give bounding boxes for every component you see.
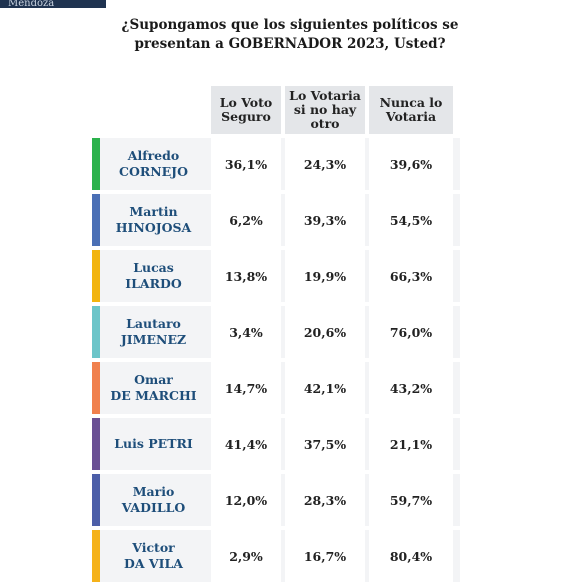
table-row: Alfredo CORNEJO 36,1% 24,3% 39,6% xyxy=(92,138,460,190)
brand-tab: Mendoza xyxy=(0,0,106,8)
brand-label: Mendoza xyxy=(8,0,55,8)
question-title: ¿Supongamos que los siguientes políticos… xyxy=(110,16,470,54)
candidate-name-line: Mario xyxy=(132,484,175,499)
question-line-2: presentan a GOBERNADOR 2023, Usted? xyxy=(134,36,446,52)
value-cell: 14,7% xyxy=(211,362,281,414)
column-header-line: Votaria xyxy=(385,109,437,124)
candidate-name-line: HINOJOSA xyxy=(115,220,192,235)
value-cell: 2,9% xyxy=(211,530,281,582)
value-cell: 21,1% xyxy=(369,418,453,470)
candidate-color-bar xyxy=(92,306,100,358)
value-cell: 3,4% xyxy=(211,306,281,358)
value-cell: 39,6% xyxy=(369,138,453,190)
header-spacer xyxy=(92,86,207,134)
value-cell: 6,2% xyxy=(211,194,281,246)
candidate-name-line: DA VILA xyxy=(124,556,183,571)
question-line-1: ¿Supongamos que los siguientes políticos… xyxy=(121,17,459,33)
column-header-line: otro xyxy=(310,116,340,131)
value-cell: 20,6% xyxy=(285,306,365,358)
candidate-color-bar xyxy=(92,362,100,414)
candidate-color-bar xyxy=(92,418,100,470)
value-cell: 41,4% xyxy=(211,418,281,470)
candidate-color-bar xyxy=(92,530,100,582)
candidate-name-line: Victor xyxy=(132,540,175,555)
candidate-name: Lucas ILARDO xyxy=(100,250,207,302)
candidate-name-line: Lucas xyxy=(133,260,174,275)
value-cell: 39,3% xyxy=(285,194,365,246)
poll-table: Lo Voto Seguro Lo Votaria si no hay otro Nunc… xyxy=(92,86,460,582)
value-cell: 12,0% xyxy=(211,474,281,526)
candidate-name: Omar DE MARCHI xyxy=(100,362,207,414)
table-row: Luis PETRI 41,4% 37,5% 21,1% xyxy=(92,418,460,470)
table-row: Lucas ILARDO 13,8% 19,9% 66,3% xyxy=(92,250,460,302)
column-header: Lo Votaria si no hay otro xyxy=(285,86,365,134)
candidate-name-line: Omar xyxy=(134,372,173,387)
value-cell: 16,7% xyxy=(285,530,365,582)
value-cell: 24,3% xyxy=(285,138,365,190)
candidate-name-line: Martin xyxy=(129,204,178,219)
candidate-color-bar xyxy=(92,250,100,302)
candidate-name-line: JIMENEZ xyxy=(120,332,187,347)
value-cell: 76,0% xyxy=(369,306,453,358)
value-cell: 37,5% xyxy=(285,418,365,470)
candidate-color-bar xyxy=(92,194,100,246)
candidate-color-bar xyxy=(92,474,100,526)
table-row: Mario VADILLO 12,0% 28,3% 59,7% xyxy=(92,474,460,526)
candidate-name-line: DE MARCHI xyxy=(110,388,197,403)
candidate-name-line: Luis PETRI xyxy=(114,436,193,451)
table-row: Victor DA VILA 2,9% 16,7% 80,4% xyxy=(92,530,460,582)
candidate-name-line: ILARDO xyxy=(125,276,182,291)
value-cell: 19,9% xyxy=(285,250,365,302)
candidate-name: Martin HINOJOSA xyxy=(100,194,207,246)
column-header-line: Lo Votaria xyxy=(289,88,361,103)
value-cell: 80,4% xyxy=(369,530,453,582)
candidate-name: Alfredo CORNEJO xyxy=(100,138,207,190)
candidate-name: Victor DA VILA xyxy=(100,530,207,582)
column-header: Lo Voto Seguro xyxy=(211,86,281,134)
value-cell: 59,7% xyxy=(369,474,453,526)
candidate-name: Luis PETRI xyxy=(100,418,207,470)
value-cell: 54,5% xyxy=(369,194,453,246)
candidate-name-line: CORNEJO xyxy=(119,164,188,179)
candidate-name: Mario VADILLO xyxy=(100,474,207,526)
candidate-name-line: Alfredo xyxy=(127,148,180,163)
value-cell: 42,1% xyxy=(285,362,365,414)
table-row: Lautaro JIMENEZ 3,4% 20,6% 76,0% xyxy=(92,306,460,358)
value-cell: 43,2% xyxy=(369,362,453,414)
table-row: Omar DE MARCHI 14,7% 42,1% 43,2% xyxy=(92,362,460,414)
column-header-line: Seguro xyxy=(221,109,271,124)
candidate-color-bar xyxy=(92,138,100,190)
column-header: Nunca lo Votaria xyxy=(369,86,453,134)
candidate-name-line: VADILLO xyxy=(121,500,186,515)
candidate-name: Lautaro JIMENEZ xyxy=(100,306,207,358)
column-header-line: si no hay xyxy=(293,102,357,117)
value-cell: 13,8% xyxy=(211,250,281,302)
column-header-line: Nunca lo xyxy=(379,95,443,110)
value-cell: 66,3% xyxy=(369,250,453,302)
header-row: Lo Voto Seguro Lo Votaria si no hay otro Nunc… xyxy=(92,86,460,134)
value-cell: 36,1% xyxy=(211,138,281,190)
column-header-line: Lo Voto xyxy=(219,95,273,110)
value-cell: 28,3% xyxy=(285,474,365,526)
table-row: Martin HINOJOSA 6,2% 39,3% 54,5% xyxy=(92,194,460,246)
candidate-name-line: Lautaro xyxy=(126,316,181,331)
